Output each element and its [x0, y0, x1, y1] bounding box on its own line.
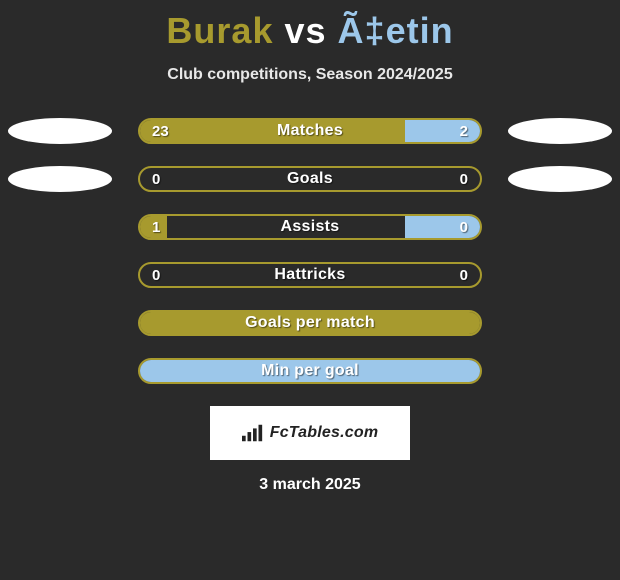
stats-comparison-container: Burak vs Ã‡etin Club competitions, Seaso…	[0, 0, 620, 494]
stat-label: Matches	[140, 120, 480, 142]
player-badge-right	[508, 118, 612, 144]
player-badge-left	[8, 166, 112, 192]
stat-row: Goals per match	[0, 310, 620, 336]
stat-bar: 232Matches	[138, 118, 482, 144]
stat-label: Goals	[140, 168, 480, 190]
stat-bar: 00Goals	[138, 166, 482, 192]
stat-bar: Goals per match	[138, 310, 482, 336]
stat-rows: 232Matches 00Goals 10Assists 00Hattricks Goa…	[0, 118, 620, 384]
stat-bar: 00Hattricks	[138, 262, 482, 288]
stat-label: Hattricks	[140, 264, 480, 286]
stat-row: Min per goal	[0, 358, 620, 384]
branding-badge: FcTables.com	[210, 406, 410, 460]
stat-label: Min per goal	[140, 360, 480, 382]
date-label: 3 march 2025	[0, 476, 620, 494]
title-player2: Ã‡etin	[338, 10, 454, 51]
player-badge-left	[8, 118, 112, 144]
stat-row: 232Matches	[0, 118, 620, 144]
player-badge-right	[508, 166, 612, 192]
title-player1: Burak	[166, 10, 273, 51]
stat-label: Goals per match	[140, 312, 480, 334]
fctables-logo-icon	[242, 424, 264, 442]
stat-bar: Min per goal	[138, 358, 482, 384]
stat-row: 10Assists	[0, 214, 620, 240]
branding-text: FcTables.com	[270, 424, 379, 442]
page-title: Burak vs Ã‡etin	[0, 10, 620, 52]
subtitle: Club competitions, Season 2024/2025	[0, 66, 620, 84]
stat-bar: 10Assists	[138, 214, 482, 240]
stat-row: 00Hattricks	[0, 262, 620, 288]
stat-label: Assists	[140, 216, 480, 238]
title-vs: vs	[284, 10, 326, 51]
stat-row: 00Goals	[0, 166, 620, 192]
